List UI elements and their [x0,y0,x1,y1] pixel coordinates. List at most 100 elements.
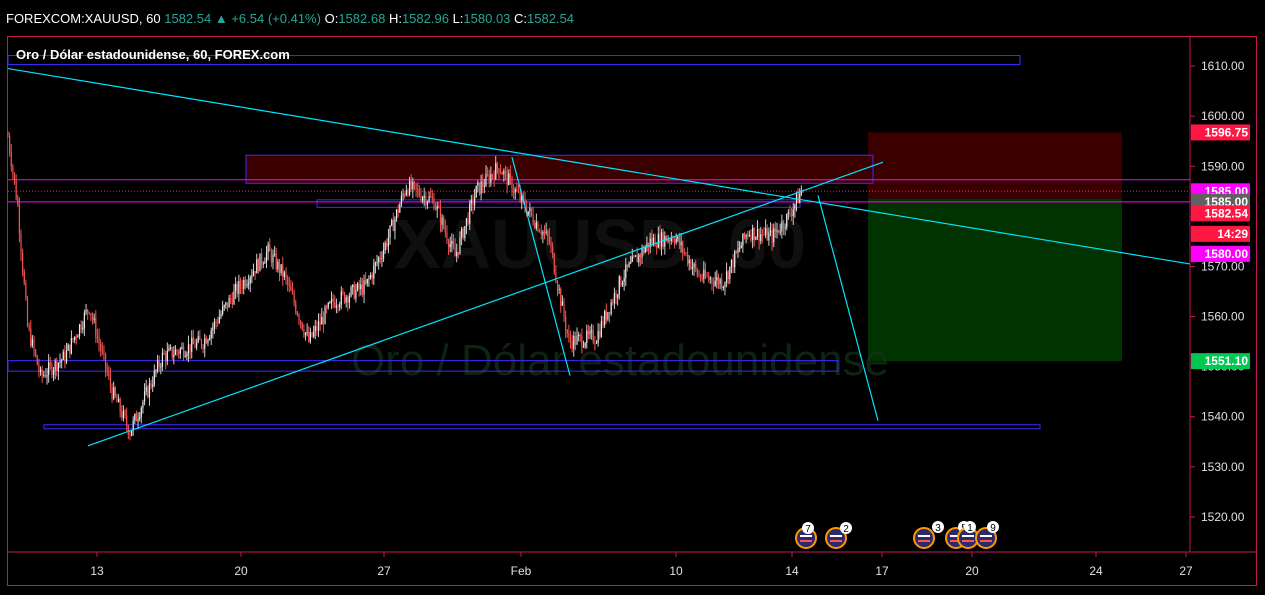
chart-title: Oro / Dólar estadounidense, 60, FOREX.co… [16,47,290,62]
candle-body [332,298,334,302]
candle-body [756,228,759,237]
candle-body [222,307,224,315]
candle-body [95,318,97,337]
candle-body [550,241,552,247]
candle-body [672,238,674,242]
candle-body [475,185,477,198]
candle-body [587,330,589,335]
candle-body [113,387,115,399]
x-tick-label: 20 [965,564,979,578]
candle-body [52,370,55,375]
price-tag-label: 1582.54 [1205,206,1249,220]
candle-body [638,254,640,263]
candle-body [39,369,42,372]
candle-body [366,278,368,284]
candle-body [90,313,92,316]
candle-body [558,288,560,290]
candle-body [514,189,516,193]
candle-body [241,286,243,289]
candle-body [444,227,446,233]
candle-body [194,344,196,348]
candle-body [46,374,48,377]
candle-body [93,318,95,320]
candle-body [361,284,364,295]
candle-body [191,337,193,352]
candle-body [143,391,146,402]
candle-body [539,231,541,233]
candle-body [33,339,35,350]
candle-body [166,350,168,362]
candle-body [682,241,684,252]
candle-body [784,227,786,229]
candle-body [126,415,128,426]
trend-line [87,161,884,447]
candle-body [727,271,729,280]
candle-body [569,337,572,342]
candle-body [791,214,793,217]
candle-body [695,263,697,269]
candle-body [212,327,214,331]
candle-body [204,338,206,349]
candle-body [69,344,71,354]
candle-body [256,259,258,274]
candle-body [670,238,672,242]
candle-body [135,414,138,422]
trend-line [817,195,879,421]
symbol-label[interactable]: FOREXCOM:XAUUSD, 60 [6,11,161,26]
candle-body [545,231,547,233]
candle-body [161,352,164,367]
candle-body [779,231,781,233]
candle-body [111,386,113,399]
candle-body [634,255,637,257]
candle-body [719,279,721,285]
candle-body [537,222,539,232]
price-tag-label: 1585.00 [1205,195,1249,209]
candle-body [381,258,383,260]
price-tag-label: 1596.75 [1205,125,1249,139]
candle-body [277,261,279,270]
candle-body [615,293,617,298]
candle-body [124,410,126,416]
open-label: O: [324,11,339,26]
x-tick-label: 24 [1089,564,1103,578]
candle-body [610,302,612,314]
candle-body [301,322,303,330]
candle-body [218,317,220,323]
candle-body [132,420,134,431]
candle-body [426,201,429,205]
low-value: 1580.03 [463,11,511,26]
candle-body [296,312,298,316]
event-count-label: 1 [967,523,973,534]
event-flag-stripe [918,535,930,537]
candle-body [438,206,440,208]
candle-body [223,305,225,308]
candle-body [64,351,66,363]
candle-body [127,425,129,435]
candle-body [740,245,742,249]
candle-body [400,195,403,205]
candle-body [449,244,451,248]
event-count-label: 9 [990,523,996,534]
candle-body [236,284,238,294]
candle-body [142,401,144,408]
candle-body [608,312,611,314]
candle-body [230,297,232,300]
candle-body [101,350,103,352]
open-value: 1582.68 [338,11,386,26]
candle-body [316,326,318,331]
candle-body [454,247,456,257]
candle-body [592,330,594,343]
candle-body [769,230,772,233]
candle-body [660,232,663,248]
candle-body [717,276,720,285]
candle-body [298,315,300,321]
candle-body [246,284,248,287]
y-tick-label: 1570.00 [1201,259,1245,273]
y-tick-label: 1540.00 [1201,410,1245,424]
candle-body [374,262,377,266]
high-label: H: [388,11,402,26]
candle-body [210,330,212,338]
candle-body [487,173,489,175]
candle-body [604,311,606,326]
